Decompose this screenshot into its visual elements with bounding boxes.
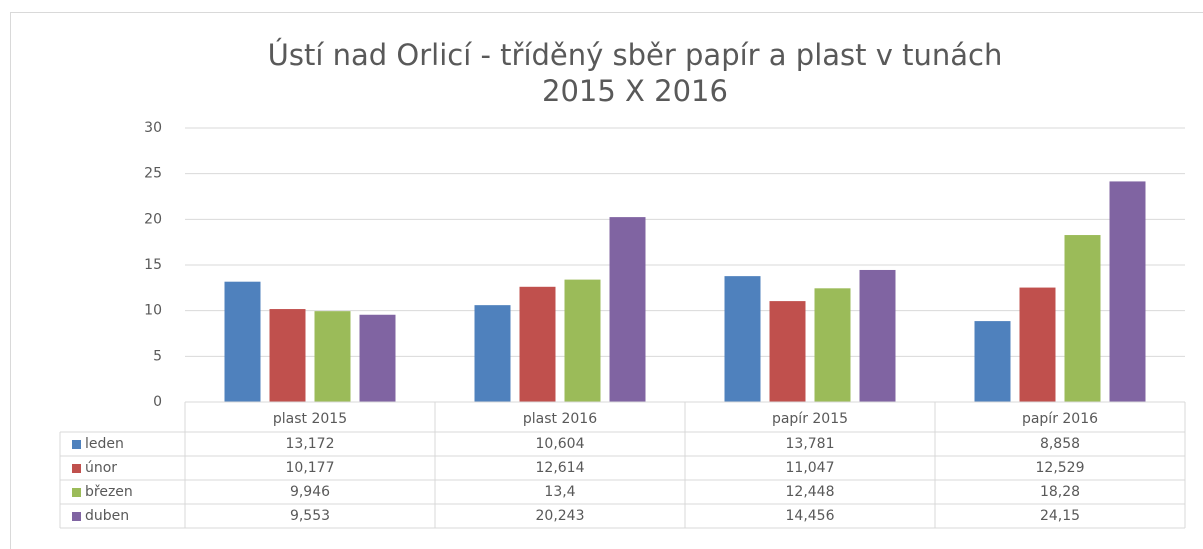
bar: [974, 321, 1011, 402]
bar: [1064, 235, 1101, 402]
bar: [769, 301, 806, 402]
legend-swatch: [72, 440, 81, 449]
y-tick-label: 0: [153, 394, 162, 410]
table-value: 10,177: [286, 460, 335, 476]
bar: [474, 305, 511, 402]
table-value: 13,781: [786, 436, 835, 452]
legend-swatch: [72, 464, 81, 473]
legend-swatch: [72, 488, 81, 497]
bar: [224, 281, 261, 402]
table-value: 10,604: [536, 436, 585, 452]
table-value: 12,529: [1036, 460, 1085, 476]
y-tick-label: 25: [144, 166, 162, 182]
table-value: 8,858: [1040, 436, 1080, 452]
chart-title: Ústí nad Orlicí - tříděný sběr papír a p…: [268, 38, 1003, 72]
y-tick-label: 5: [153, 348, 162, 364]
legend-label: únor: [85, 460, 117, 476]
x-tick-label: plast 2015: [273, 411, 347, 427]
legend-swatch: [72, 512, 81, 521]
bar: [609, 217, 646, 402]
table-value: 18,28: [1040, 484, 1080, 500]
y-tick-label: 10: [144, 303, 162, 319]
chart-border: [10, 12, 1203, 549]
y-tick-label: 20: [144, 211, 162, 227]
x-tick-label: plast 2016: [523, 411, 597, 427]
chart-title: 2015 X 2016: [542, 74, 728, 108]
legend-label: březen: [85, 484, 133, 500]
legend-label: leden: [85, 436, 124, 452]
table-value: 12,448: [786, 484, 835, 500]
bar: [564, 279, 601, 402]
table-value: 11,047: [786, 460, 835, 476]
table-value: 13,4: [544, 484, 575, 500]
bar: [519, 286, 556, 402]
y-tick-label: 15: [144, 257, 162, 273]
bar: [1109, 181, 1146, 402]
table-value: 13,172: [286, 436, 335, 452]
bar: [724, 276, 761, 402]
table-value: 9,553: [290, 508, 330, 524]
y-tick-label: 30: [144, 120, 162, 136]
x-tick-label: papír 2015: [772, 411, 848, 427]
bar: [1019, 287, 1056, 402]
table-value: 9,946: [290, 484, 330, 500]
bar: [814, 288, 851, 402]
table-value: 14,456: [786, 508, 835, 524]
table-value: 12,614: [536, 460, 585, 476]
table-value: 20,243: [536, 508, 585, 524]
x-tick-label: papír 2016: [1022, 411, 1098, 427]
table-value: 24,15: [1040, 508, 1080, 524]
legend-label: duben: [85, 508, 129, 524]
bar: [859, 269, 896, 402]
bar: [269, 309, 306, 402]
bar: [314, 311, 351, 402]
bar: [359, 314, 396, 402]
